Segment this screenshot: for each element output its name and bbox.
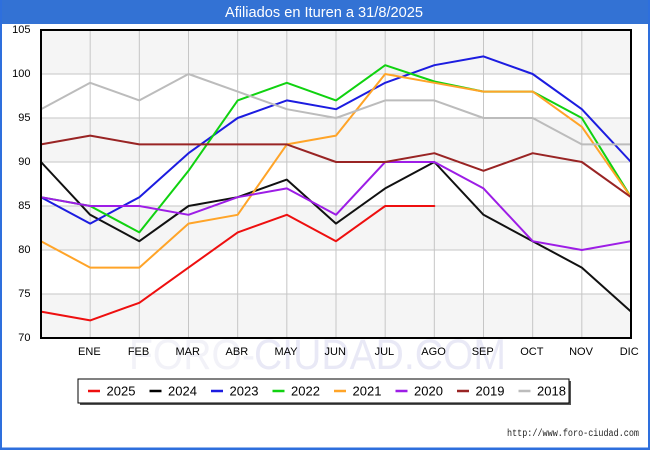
svg-text:DIC: DIC: [620, 346, 639, 358]
svg-text:95: 95: [18, 112, 30, 124]
svg-text:AGO: AGO: [421, 346, 446, 358]
svg-text:OCT: OCT: [520, 346, 544, 358]
svg-text:MAR: MAR: [175, 346, 200, 358]
svg-text:MAY: MAY: [275, 346, 299, 358]
svg-text:80: 80: [18, 244, 30, 256]
svg-text:2023: 2023: [230, 384, 259, 399]
svg-text:JUN: JUN: [325, 346, 346, 358]
svg-text:2020: 2020: [414, 384, 443, 399]
svg-text:ABR: ABR: [226, 346, 249, 358]
svg-text:2018: 2018: [537, 384, 566, 399]
svg-text:2019: 2019: [476, 384, 505, 399]
svg-text:SEP: SEP: [472, 346, 494, 358]
svg-text:2024: 2024: [168, 384, 197, 399]
svg-text:2025: 2025: [107, 384, 136, 399]
svg-text:FEB: FEB: [128, 346, 149, 358]
svg-text:100: 100: [12, 68, 30, 80]
svg-text:2021: 2021: [353, 384, 382, 399]
svg-text:Afiliados en Ituren a 31/8/202: Afiliados en Ituren a 31/8/2025: [225, 5, 423, 21]
svg-text:85: 85: [18, 200, 30, 212]
svg-text:90: 90: [18, 156, 30, 168]
svg-text:70: 70: [18, 332, 30, 344]
svg-text:2022: 2022: [291, 384, 320, 399]
svg-text:NOV: NOV: [569, 346, 594, 358]
svg-text:105: 105: [12, 24, 30, 36]
svg-text:JUL: JUL: [375, 346, 395, 358]
svg-text:ENE: ENE: [78, 346, 101, 358]
svg-text:http://www.foro-ciudad.com: http://www.foro-ciudad.com: [507, 428, 639, 440]
svg-text:75: 75: [18, 288, 30, 300]
